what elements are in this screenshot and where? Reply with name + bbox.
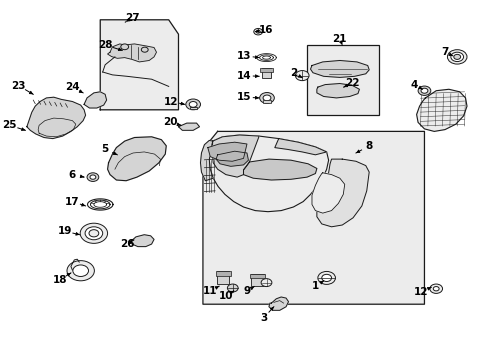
Text: 11: 11 bbox=[203, 286, 217, 296]
Bar bbox=[249, 274, 264, 278]
Text: 3: 3 bbox=[260, 312, 267, 323]
Text: 17: 17 bbox=[65, 197, 80, 207]
Circle shape bbox=[253, 28, 262, 35]
Polygon shape bbox=[216, 151, 248, 166]
Circle shape bbox=[85, 227, 102, 240]
Circle shape bbox=[67, 261, 94, 281]
Polygon shape bbox=[310, 60, 368, 77]
Text: 13: 13 bbox=[237, 51, 251, 61]
Polygon shape bbox=[311, 173, 344, 213]
Text: 21: 21 bbox=[332, 34, 346, 44]
Polygon shape bbox=[207, 142, 246, 161]
Circle shape bbox=[73, 265, 88, 276]
Polygon shape bbox=[107, 44, 156, 62]
Circle shape bbox=[295, 71, 308, 81]
Circle shape bbox=[185, 99, 200, 110]
Bar bbox=[260, 68, 272, 72]
Text: 9: 9 bbox=[243, 286, 250, 296]
Text: 12: 12 bbox=[163, 96, 178, 107]
Circle shape bbox=[429, 284, 442, 293]
Bar bbox=[189, 107, 196, 109]
Text: 20: 20 bbox=[163, 117, 177, 127]
Bar bbox=[306, 45, 378, 115]
Text: 19: 19 bbox=[57, 226, 72, 236]
Text: 28: 28 bbox=[98, 40, 112, 50]
Circle shape bbox=[263, 95, 270, 101]
Polygon shape bbox=[200, 140, 213, 181]
Polygon shape bbox=[107, 137, 166, 181]
Bar bbox=[217, 271, 229, 284]
Text: 15: 15 bbox=[237, 92, 251, 102]
Circle shape bbox=[450, 52, 463, 62]
Circle shape bbox=[227, 284, 238, 292]
Text: 16: 16 bbox=[259, 24, 273, 35]
Text: 22: 22 bbox=[344, 78, 359, 88]
Text: 5: 5 bbox=[102, 144, 108, 154]
Text: 14: 14 bbox=[237, 71, 251, 81]
Text: 6: 6 bbox=[69, 170, 76, 180]
Circle shape bbox=[87, 173, 99, 181]
Circle shape bbox=[80, 223, 107, 243]
Circle shape bbox=[141, 47, 148, 52]
Text: 24: 24 bbox=[65, 82, 80, 92]
Bar bbox=[251, 274, 263, 286]
Circle shape bbox=[447, 50, 466, 64]
Circle shape bbox=[417, 86, 430, 95]
Polygon shape bbox=[316, 84, 359, 98]
Text: 1: 1 bbox=[311, 281, 318, 291]
Polygon shape bbox=[27, 97, 85, 139]
Text: 25: 25 bbox=[2, 120, 17, 130]
Circle shape bbox=[321, 274, 331, 282]
Polygon shape bbox=[268, 297, 288, 310]
Text: 12: 12 bbox=[413, 287, 428, 297]
Bar bbox=[215, 271, 230, 276]
Circle shape bbox=[261, 279, 271, 287]
Polygon shape bbox=[100, 20, 178, 110]
Circle shape bbox=[317, 271, 335, 284]
Polygon shape bbox=[243, 159, 316, 180]
Circle shape bbox=[90, 175, 96, 179]
Circle shape bbox=[453, 54, 460, 59]
Polygon shape bbox=[274, 139, 326, 155]
Polygon shape bbox=[212, 135, 259, 177]
Polygon shape bbox=[178, 123, 199, 130]
Text: 26: 26 bbox=[120, 239, 134, 249]
Polygon shape bbox=[84, 92, 106, 108]
Polygon shape bbox=[209, 135, 328, 212]
Polygon shape bbox=[203, 131, 424, 304]
Polygon shape bbox=[416, 89, 466, 131]
Text: 2: 2 bbox=[289, 68, 296, 78]
Circle shape bbox=[432, 287, 438, 291]
Text: 23: 23 bbox=[11, 81, 26, 91]
Circle shape bbox=[89, 230, 99, 237]
Circle shape bbox=[189, 102, 197, 107]
Polygon shape bbox=[131, 235, 154, 247]
Polygon shape bbox=[316, 159, 368, 227]
Text: 10: 10 bbox=[218, 291, 233, 301]
Text: 7: 7 bbox=[440, 47, 448, 57]
Bar bbox=[261, 68, 271, 78]
Circle shape bbox=[420, 88, 427, 93]
Text: 8: 8 bbox=[365, 141, 371, 151]
Circle shape bbox=[121, 44, 128, 50]
Circle shape bbox=[256, 30, 260, 33]
Circle shape bbox=[259, 93, 274, 103]
Text: 4: 4 bbox=[410, 80, 418, 90]
Text: 27: 27 bbox=[124, 13, 139, 23]
Text: 18: 18 bbox=[52, 275, 67, 285]
Bar bbox=[189, 107, 196, 109]
Bar bbox=[263, 100, 270, 103]
